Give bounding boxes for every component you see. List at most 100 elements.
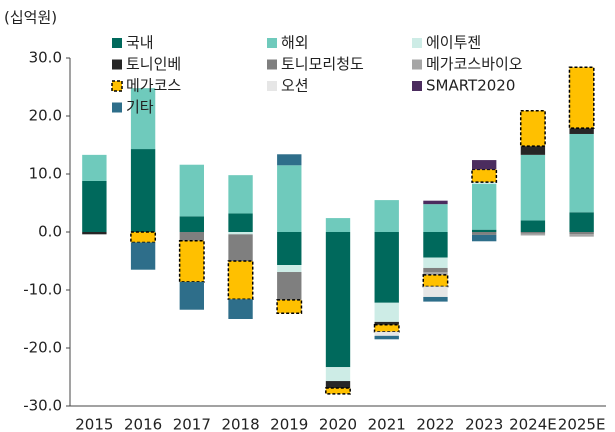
- y-axis-label: (십억원): [4, 9, 57, 27]
- y-tick-label: 0.0: [38, 223, 62, 241]
- bar-segment: [423, 204, 448, 232]
- bar-segment: [277, 165, 302, 232]
- bar-segment: [179, 232, 204, 241]
- bar-segment: [569, 133, 594, 213]
- bar-segment: [228, 213, 253, 232]
- y-tick-label: 20.0: [29, 107, 62, 125]
- legend-label: 토니모리청도: [281, 55, 364, 73]
- x-tick-label: 2020: [319, 416, 357, 432]
- bar-segment: [277, 265, 302, 273]
- y-tick-label: 30.0: [29, 49, 62, 67]
- bar-segment: [373, 324, 400, 333]
- bar-segment: [325, 367, 351, 382]
- bar-segment: [423, 232, 448, 258]
- bar-segment: [325, 218, 351, 232]
- bar-segment: [472, 160, 497, 170]
- bar-segment: [520, 232, 546, 234]
- bar-segment: [374, 200, 399, 232]
- bar-segment: [277, 232, 302, 266]
- legend-swatch: [267, 38, 277, 48]
- bar-segment: [82, 180, 107, 232]
- bar-segment: [423, 272, 448, 275]
- bar-segment: [228, 234, 253, 261]
- bar-segment: [130, 149, 156, 232]
- bar-segment: [130, 242, 156, 270]
- bar-segment: [423, 200, 448, 205]
- bar-segment: [276, 299, 303, 314]
- x-tick-label: 2017: [173, 416, 211, 432]
- x-tick-label: 2016: [124, 416, 162, 432]
- bar-segment: [82, 154, 107, 181]
- bar-segment: [471, 168, 498, 183]
- bar-segment: [325, 387, 351, 395]
- bar-segment: [374, 302, 399, 322]
- legend-label: 토니인베: [126, 55, 181, 73]
- bar-segment: [520, 154, 546, 221]
- legend-swatch: [267, 81, 277, 91]
- y-tick-label: -20.0: [23, 339, 62, 357]
- bar-segment: [228, 232, 253, 235]
- bar-segment: [472, 232, 497, 235]
- bar-segment: [179, 164, 204, 217]
- bar-segment: [179, 216, 204, 232]
- bar-segment: [228, 175, 253, 214]
- bar-segment: [277, 154, 302, 166]
- x-tick-label: 2023: [465, 416, 503, 432]
- legend-label: 오션: [281, 77, 309, 95]
- bar-segment: [228, 299, 253, 319]
- legend-label: 기타: [126, 98, 154, 116]
- bar-segment: [374, 321, 399, 325]
- bar-segment: [472, 183, 497, 230]
- y-tick-label: -30.0: [23, 397, 62, 415]
- x-tick-label: 2021: [368, 416, 406, 432]
- bar-segment: [472, 234, 497, 242]
- legend-swatch: [412, 59, 422, 70]
- bar-segment: [325, 381, 351, 389]
- legend-label: 국내: [126, 34, 154, 52]
- bar-segment: [277, 272, 302, 300]
- bar-segment: [472, 182, 497, 184]
- bar-segment: [325, 232, 351, 368]
- bar-segment: [374, 335, 399, 340]
- bar-segment: [374, 232, 399, 303]
- bar-segment: [374, 331, 399, 336]
- legend-label: 해외: [281, 34, 309, 52]
- bar-segment: [568, 66, 595, 129]
- bar-segment: [519, 110, 546, 147]
- x-tick-label: 2024E: [509, 416, 557, 432]
- bar-segment: [227, 260, 254, 301]
- bar-segment: [520, 220, 546, 232]
- bar-segment: [423, 296, 448, 302]
- bar-segment: [130, 231, 157, 244]
- legend-label: 메가코스바이오: [426, 55, 523, 73]
- x-tick-label: 2019: [270, 416, 308, 432]
- y-tick-label: 10.0: [29, 165, 62, 183]
- bar-segment: [569, 212, 594, 232]
- x-tick-label: 2018: [221, 416, 259, 432]
- x-tick-label: 2015: [75, 416, 113, 432]
- bar-segment: [130, 88, 156, 150]
- bar-segment: [569, 234, 594, 237]
- bar-segment: [569, 128, 594, 134]
- legend-label: 메가코스: [126, 77, 181, 95]
- bar-segment: [178, 239, 205, 283]
- legend-swatch: [112, 38, 122, 48]
- legend-label: 에이투젠: [426, 34, 481, 52]
- x-tick-label: 2025E: [558, 416, 606, 432]
- legend-swatch: [412, 38, 422, 48]
- x-tick-label: 2022: [416, 416, 454, 432]
- legend-swatch: [111, 80, 123, 92]
- bar-segment: [423, 257, 448, 268]
- bar-segment: [569, 232, 594, 235]
- bar-segment: [82, 232, 107, 235]
- bar-segment: [179, 281, 204, 310]
- bar-segment: [472, 229, 497, 232]
- bar-segment: [423, 286, 448, 297]
- bar-segment: [520, 146, 546, 155]
- y-tick-label: -10.0: [23, 281, 62, 299]
- bar-segment: [423, 267, 448, 273]
- legend-label: SMART2020: [426, 77, 515, 95]
- legend-swatch: [112, 59, 122, 70]
- legend-swatch: [267, 59, 277, 70]
